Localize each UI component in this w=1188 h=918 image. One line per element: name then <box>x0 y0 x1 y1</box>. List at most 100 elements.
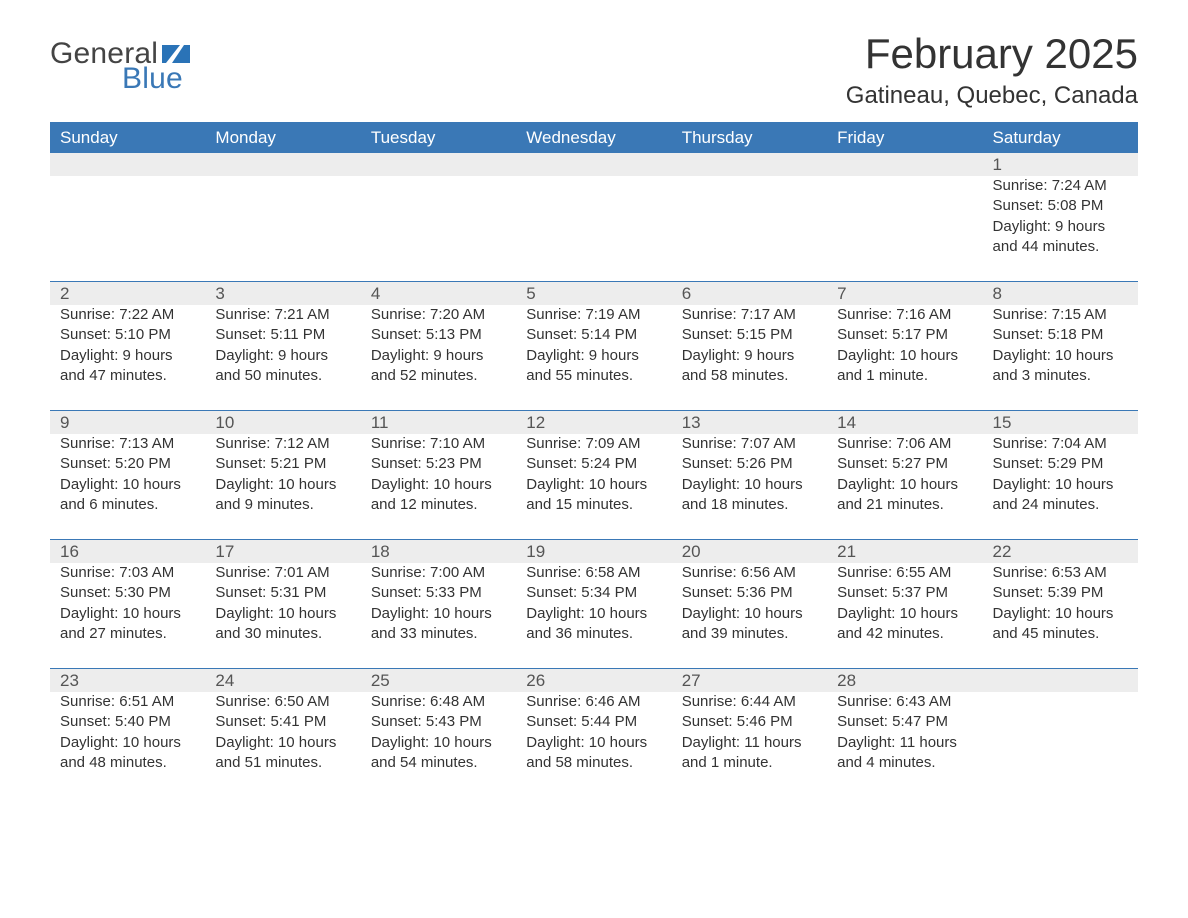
sunrise-text: Sunrise: 7:13 AM <box>60 434 195 454</box>
sunrise-text: Sunrise: 7:20 AM <box>371 305 506 325</box>
day-cell: Sunrise: 7:13 AMSunset: 5:20 PMDaylight:… <box>50 434 205 531</box>
weekday-header: Sunday Monday Tuesday Wednesday Thursday… <box>50 122 1138 153</box>
sunset-text: Sunset: 5:18 PM <box>993 325 1128 345</box>
title-block: February 2025 Gatineau, Quebec, Canada <box>846 30 1138 116</box>
sunrise-text: Sunrise: 6:48 AM <box>371 692 506 712</box>
daylight-text: Daylight: 10 hours and 15 minutes. <box>526 475 661 516</box>
daylight-text: Daylight: 9 hours and 52 minutes. <box>371 346 506 387</box>
day-number-band: 2345678 <box>50 282 1138 305</box>
week-row: 1Sunrise: 7:24 AMSunset: 5:08 PMDaylight… <box>50 153 1138 273</box>
location: Gatineau, Quebec, Canada <box>846 82 1138 110</box>
day-cell: Sunrise: 7:17 AMSunset: 5:15 PMDaylight:… <box>672 305 827 402</box>
day-number <box>672 153 827 176</box>
sunrise-text: Sunrise: 7:01 AM <box>215 563 350 583</box>
week-row: 16171819202122Sunrise: 7:03 AMSunset: 5:… <box>50 539 1138 660</box>
sunset-text: Sunset: 5:15 PM <box>682 325 817 345</box>
daylight-text: Daylight: 10 hours and 18 minutes. <box>682 475 817 516</box>
day-cell: Sunrise: 6:53 AMSunset: 5:39 PMDaylight:… <box>983 563 1138 660</box>
day-cell: Sunrise: 7:21 AMSunset: 5:11 PMDaylight:… <box>205 305 360 402</box>
day-number <box>205 153 360 176</box>
sunrise-text: Sunrise: 7:09 AM <box>526 434 661 454</box>
day-number: 25 <box>361 669 516 692</box>
day-number: 7 <box>827 282 982 305</box>
sunrise-text: Sunrise: 6:50 AM <box>215 692 350 712</box>
day-number: 28 <box>827 669 982 692</box>
weekday-label: Tuesday <box>361 122 516 153</box>
day-number: 6 <box>672 282 827 305</box>
day-number: 9 <box>50 411 205 434</box>
day-cell <box>672 176 827 273</box>
daylight-text: Daylight: 10 hours and 9 minutes. <box>215 475 350 516</box>
day-number: 2 <box>50 282 205 305</box>
sunrise-text: Sunrise: 7:16 AM <box>837 305 972 325</box>
day-cell: Sunrise: 7:03 AMSunset: 5:30 PMDaylight:… <box>50 563 205 660</box>
day-number: 20 <box>672 540 827 563</box>
day-number: 19 <box>516 540 671 563</box>
day-cell: Sunrise: 6:43 AMSunset: 5:47 PMDaylight:… <box>827 692 982 789</box>
sunset-text: Sunset: 5:30 PM <box>60 583 195 603</box>
daylight-text: Daylight: 10 hours and 30 minutes. <box>215 604 350 645</box>
weekday-label: Friday <box>827 122 982 153</box>
weekday-label: Monday <box>205 122 360 153</box>
day-cell: Sunrise: 7:06 AMSunset: 5:27 PMDaylight:… <box>827 434 982 531</box>
sunset-text: Sunset: 5:17 PM <box>837 325 972 345</box>
day-number-band: 232425262728 <box>50 669 1138 692</box>
day-cell: Sunrise: 7:22 AMSunset: 5:10 PMDaylight:… <box>50 305 205 402</box>
daylight-text: Daylight: 9 hours and 55 minutes. <box>526 346 661 387</box>
month-title: February 2025 <box>846 30 1138 78</box>
sunset-text: Sunset: 5:08 PM <box>993 196 1128 216</box>
day-number: 24 <box>205 669 360 692</box>
sunset-text: Sunset: 5:26 PM <box>682 454 817 474</box>
day-cell: Sunrise: 6:48 AMSunset: 5:43 PMDaylight:… <box>361 692 516 789</box>
daylight-text: Daylight: 10 hours and 6 minutes. <box>60 475 195 516</box>
sunset-text: Sunset: 5:44 PM <box>526 712 661 732</box>
sunrise-text: Sunrise: 7:15 AM <box>993 305 1128 325</box>
sunset-text: Sunset: 5:27 PM <box>837 454 972 474</box>
sunset-text: Sunset: 5:14 PM <box>526 325 661 345</box>
day-number: 11 <box>361 411 516 434</box>
sunrise-text: Sunrise: 6:53 AM <box>993 563 1128 583</box>
sunset-text: Sunset: 5:33 PM <box>371 583 506 603</box>
sunset-text: Sunset: 5:21 PM <box>215 454 350 474</box>
calendar: Sunday Monday Tuesday Wednesday Thursday… <box>50 122 1138 789</box>
day-cell: Sunrise: 6:55 AMSunset: 5:37 PMDaylight:… <box>827 563 982 660</box>
week-row: 9101112131415Sunrise: 7:13 AMSunset: 5:2… <box>50 410 1138 531</box>
day-number: 23 <box>50 669 205 692</box>
sunrise-text: Sunrise: 7:19 AM <box>526 305 661 325</box>
daylight-text: Daylight: 10 hours and 27 minutes. <box>60 604 195 645</box>
sunrise-text: Sunrise: 6:44 AM <box>682 692 817 712</box>
day-cell: Sunrise: 7:07 AMSunset: 5:26 PMDaylight:… <box>672 434 827 531</box>
day-cell: Sunrise: 7:04 AMSunset: 5:29 PMDaylight:… <box>983 434 1138 531</box>
sunset-text: Sunset: 5:41 PM <box>215 712 350 732</box>
weekday-label: Thursday <box>672 122 827 153</box>
sunset-text: Sunset: 5:36 PM <box>682 583 817 603</box>
day-number: 15 <box>983 411 1138 434</box>
day-number: 12 <box>516 411 671 434</box>
sunset-text: Sunset: 5:34 PM <box>526 583 661 603</box>
day-number: 18 <box>361 540 516 563</box>
daylight-text: Daylight: 9 hours and 44 minutes. <box>993 217 1128 258</box>
day-cell: Sunrise: 6:46 AMSunset: 5:44 PMDaylight:… <box>516 692 671 789</box>
sunrise-text: Sunrise: 6:56 AM <box>682 563 817 583</box>
day-number <box>827 153 982 176</box>
day-cell: Sunrise: 6:44 AMSunset: 5:46 PMDaylight:… <box>672 692 827 789</box>
day-number-band: 16171819202122 <box>50 540 1138 563</box>
daylight-text: Daylight: 10 hours and 51 minutes. <box>215 733 350 774</box>
sunset-text: Sunset: 5:13 PM <box>371 325 506 345</box>
sunrise-text: Sunrise: 7:04 AM <box>993 434 1128 454</box>
day-number: 22 <box>983 540 1138 563</box>
daylight-text: Daylight: 11 hours and 1 minute. <box>682 733 817 774</box>
day-number-band: 1 <box>50 153 1138 176</box>
day-cell: Sunrise: 7:20 AMSunset: 5:13 PMDaylight:… <box>361 305 516 402</box>
day-number: 14 <box>827 411 982 434</box>
daylight-text: Daylight: 10 hours and 3 minutes. <box>993 346 1128 387</box>
daylight-text: Daylight: 10 hours and 48 minutes. <box>60 733 195 774</box>
daylight-text: Daylight: 9 hours and 47 minutes. <box>60 346 195 387</box>
sunset-text: Sunset: 5:20 PM <box>60 454 195 474</box>
day-number <box>50 153 205 176</box>
sunrise-text: Sunrise: 7:00 AM <box>371 563 506 583</box>
day-number: 5 <box>516 282 671 305</box>
sunrise-text: Sunrise: 7:10 AM <box>371 434 506 454</box>
day-number: 27 <box>672 669 827 692</box>
day-cell: Sunrise: 6:56 AMSunset: 5:36 PMDaylight:… <box>672 563 827 660</box>
